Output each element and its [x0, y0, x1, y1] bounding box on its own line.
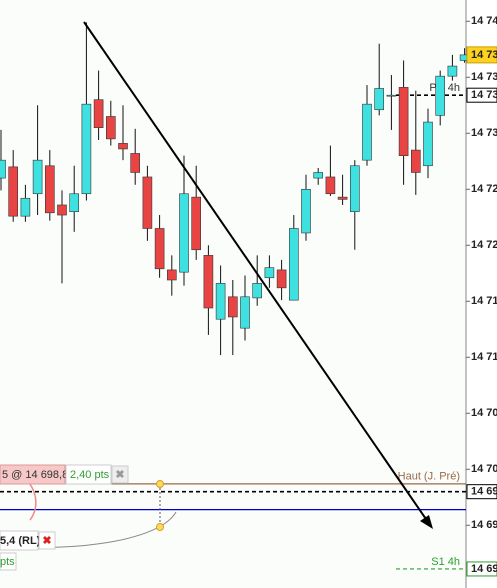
candle-body: [228, 296, 238, 318]
candle-body: [44, 165, 55, 214]
entry-close[interactable]: [111, 465, 129, 484]
candle-body: [252, 283, 262, 299]
y-tick-label: 14 70: [471, 407, 497, 419]
candle-body: [288, 228, 299, 301]
candle-body: [154, 228, 165, 270]
order-handle[interactable]: [156, 480, 164, 488]
candle-body: [32, 159, 43, 195]
candle-body: [191, 196, 201, 251]
level-label-box: [466, 561, 497, 577]
candle-body: [93, 99, 104, 128]
candle-body: [130, 153, 140, 173]
candle-body: [423, 121, 433, 167]
candle-body: [264, 267, 275, 279]
price-marker-box: [466, 46, 497, 64]
candle-body: [313, 172, 324, 179]
candle-body: [81, 103, 92, 195]
y-tick-label: 14 71: [471, 295, 497, 307]
level-label: 14 69: [471, 486, 497, 498]
level-label: 14 69: [471, 563, 497, 575]
level-label-box: [466, 484, 497, 500]
y-tick-label: 14 72: [471, 239, 497, 251]
stop-box[interactable]: [0, 530, 39, 551]
candle-body: [374, 88, 385, 111]
entry-pts-box: [65, 464, 112, 485]
level-label: 14 73: [471, 89, 497, 101]
stop-close[interactable]: [38, 531, 56, 550]
y-tick-label: 14 69: [471, 519, 497, 531]
stop-text: 5,4 (RL): [0, 535, 41, 547]
level-name: S1 4h: [431, 556, 460, 568]
stop-pts-box: [0, 552, 17, 571]
candle-body: [362, 103, 372, 161]
candle-body: [69, 193, 79, 212]
candle-body: [301, 188, 311, 234]
candle-body: [203, 255, 214, 309]
candle-body: [118, 143, 128, 150]
candle-body: [240, 296, 250, 329]
candle-body: [398, 87, 409, 156]
y-tick-label: 14 73: [471, 127, 497, 139]
candle-body: [179, 193, 189, 273]
entry-box[interactable]: [0, 464, 66, 485]
trend-line[interactable]: [83, 21, 429, 523]
candle-body: [410, 149, 421, 173]
price-marker-label: 14 73: [471, 49, 497, 61]
candle-body: [57, 204, 67, 216]
y-tick-label: 14 74: [471, 15, 497, 27]
close-icon: ✖: [42, 535, 51, 547]
candle-body: [8, 166, 18, 217]
candle-body: [386, 94, 397, 97]
stop-pts: pts: [0, 556, 15, 568]
candle-body: [215, 283, 226, 320]
candle-body: [0, 159, 6, 179]
entry-pts: 2,40 pts: [70, 469, 110, 481]
candle-body: [325, 176, 336, 195]
level-label-box: [466, 87, 497, 103]
y-tick-label: 14 73: [471, 71, 497, 83]
candle-body: [142, 176, 153, 229]
trend-arrow: [420, 515, 433, 529]
candle-body: [20, 197, 31, 217]
level-name: Haut (J. Pré): [398, 471, 460, 483]
order-handle[interactable]: [156, 523, 164, 531]
y-tick-label: 14 71: [471, 351, 497, 363]
candle-body: [276, 269, 287, 289]
close-icon: ✖: [115, 469, 124, 481]
y-tick-label: 14 72: [471, 183, 497, 195]
candle-body: [435, 75, 446, 116]
candle-body: [106, 116, 116, 140]
candle-body: [447, 65, 458, 77]
candle-body: [337, 196, 348, 200]
candle-body: [167, 269, 177, 281]
entry-text: 5 @ 14 698,8: [2, 469, 68, 481]
y-tick-label: 14 70: [471, 463, 497, 475]
candle-body: [349, 165, 360, 212]
